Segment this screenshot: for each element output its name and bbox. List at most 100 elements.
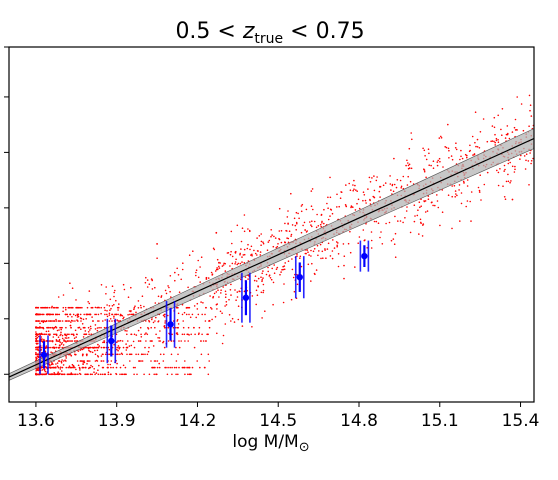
scatter-point (35, 337, 38, 340)
scatter-point (53, 326, 56, 329)
scatter-point (471, 135, 474, 138)
scatter-point (40, 340, 43, 342)
scatter-point (35, 348, 37, 351)
scatter-point (64, 359, 66, 362)
scatter-point (52, 328, 55, 330)
scatter-point (121, 340, 124, 342)
scatter-point (96, 329, 99, 332)
scatter-point (237, 305, 240, 308)
scatter-point (46, 313, 49, 316)
scatter-point (62, 306, 65, 309)
scatter-point (273, 264, 276, 266)
scatter-point (296, 222, 298, 225)
scatter-point (216, 258, 219, 261)
scatter-point (215, 291, 218, 293)
scatter-point (159, 330, 161, 332)
scatter-point (194, 333, 196, 336)
scatter-point (117, 349, 119, 352)
scatter-point (94, 313, 96, 316)
scatter-point (68, 373, 70, 376)
scatter-point (324, 249, 326, 251)
scatter-point (102, 346, 105, 349)
scatter-point (178, 366, 180, 369)
scatter-point (275, 247, 278, 249)
scatter-point (311, 225, 313, 228)
scatter-point (197, 259, 199, 262)
scatter-point (77, 350, 80, 352)
scatter-point (389, 183, 392, 185)
scatter-point (284, 241, 287, 244)
scatter-point (191, 313, 194, 316)
scatter-point (135, 334, 138, 336)
binned-point (108, 337, 115, 345)
scatter-point (278, 237, 280, 240)
scatter-point (320, 213, 323, 216)
scatter-point (261, 272, 264, 275)
scatter-point (175, 366, 178, 369)
scatter-point (59, 368, 62, 370)
scatter-point (76, 333, 78, 336)
scatter-point (99, 373, 102, 376)
scatter-point (91, 316, 93, 318)
scatter-point (390, 239, 393, 242)
scatter-point (152, 345, 155, 347)
scatter-point (116, 348, 118, 351)
scatter-point (479, 131, 482, 133)
scatter-point (230, 230, 233, 233)
scatter-point (75, 306, 78, 309)
scatter-point (185, 306, 188, 309)
scatter-point (258, 235, 261, 237)
scatter-point (343, 255, 346, 257)
scatter-point (395, 186, 398, 189)
scatter-point (146, 279, 149, 281)
scatter-point (310, 249, 312, 252)
scatter-point (199, 266, 201, 268)
scatter-point (514, 168, 516, 171)
scatter-point (195, 271, 197, 274)
scatter-point (233, 321, 236, 323)
scatter-point (82, 361, 85, 363)
scatter-point (522, 129, 525, 132)
scatter-point (327, 218, 330, 221)
scatter-point (438, 157, 441, 160)
scatter-point (268, 239, 271, 242)
scatter-point (137, 307, 140, 309)
scatter-point (451, 158, 454, 161)
scatter-point (116, 319, 118, 321)
scatter-point (48, 326, 50, 329)
scatter-point (438, 137, 441, 139)
scatter-point (72, 313, 75, 316)
scatter-point (91, 373, 93, 376)
scatter-point (345, 184, 347, 186)
scatter-point (56, 365, 59, 368)
scatter-point (200, 340, 202, 342)
scatter-point (463, 181, 465, 184)
scatter-point (189, 373, 191, 376)
scatter-point (283, 283, 285, 285)
scatter-point (409, 231, 412, 234)
scatter-point (100, 312, 102, 315)
scatter-point (183, 311, 186, 314)
scatter-point (69, 366, 72, 369)
scatter-point (164, 313, 166, 316)
scatter-point (69, 306, 71, 309)
scatter-point (36, 369, 39, 372)
scatter-point (466, 179, 469, 181)
scatter-point (134, 305, 136, 308)
scatter-point (96, 360, 99, 362)
scatter-point (460, 155, 462, 158)
scatter-point (236, 263, 238, 266)
scatter-point (157, 337, 159, 339)
scatter-point (373, 175, 375, 177)
scatter-point (66, 333, 69, 336)
scatter-point (128, 310, 131, 312)
scatter-point (49, 346, 51, 349)
scatter-point (381, 243, 384, 245)
scatter-point (207, 373, 210, 376)
scatter-point (459, 220, 461, 222)
scatter-point (85, 318, 87, 320)
scatter-point (60, 328, 62, 331)
scatter-point (175, 360, 178, 362)
scatter-point (140, 306, 142, 309)
scatter-point (197, 313, 200, 316)
